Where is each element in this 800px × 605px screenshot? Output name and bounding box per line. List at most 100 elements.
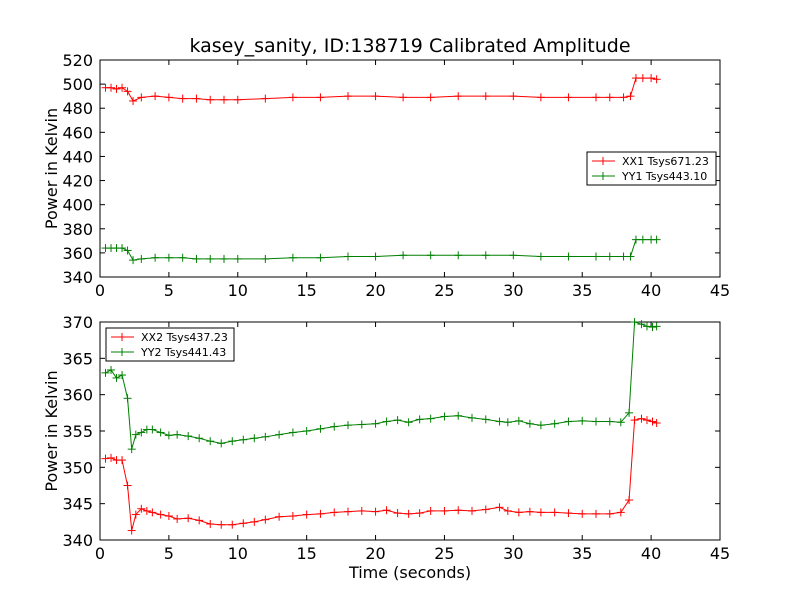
panel-2-series-1-point	[330, 508, 339, 517]
panel-1-series-2-point	[206, 254, 215, 263]
panel-2-series-2-point	[652, 322, 661, 331]
panel-1-x-tick-label: 25	[434, 281, 454, 300]
panel-2-series-1-point	[514, 508, 523, 517]
panel-2-series-2-point	[137, 428, 146, 437]
panel-1-y-tick-label: 500	[62, 75, 93, 94]
panel-2-series-1-point	[275, 512, 284, 521]
panel-2-legend-entry: XX2 Tsys437.23	[111, 331, 228, 344]
panel-2-series-2-point	[616, 418, 625, 427]
panel-2-series-1-point	[382, 506, 391, 515]
panel-2-series-1-point	[344, 507, 352, 516]
panel-1-x-tick-label: 20	[365, 281, 385, 300]
panel-2-series-2-point	[564, 417, 573, 426]
panel-1-series-1-point	[233, 95, 242, 104]
panel-1-legend: XX1 Tsys671.23 YY1 Tsys443.10	[586, 151, 717, 186]
panel-1-series-2-point	[118, 244, 127, 253]
panel-2-x-tick-label: 25	[434, 544, 454, 563]
panel-2-series-2-point	[107, 365, 116, 374]
panel-2-y-axis-label: Power in Kelvin	[42, 370, 61, 491]
panel-2-series-1-point	[468, 506, 476, 515]
panel-1-y-tick-label: 440	[62, 147, 93, 166]
panel-1-series-1-point	[454, 92, 463, 101]
panel-1-series-2-point	[220, 254, 228, 263]
panel-2-series-2-point	[454, 411, 463, 420]
panel-2: 0 5 10 15 20 25 30 35 40 45 340 345 350 355 360 365 370 T…	[42, 313, 730, 582]
panel-1-series-1-point	[371, 92, 380, 101]
panel-1-series-1-point	[137, 93, 146, 102]
panel-2-x-tick-label: 15	[296, 544, 316, 563]
panel-2-series-2-point	[514, 416, 523, 425]
panel-2-series-1-point	[393, 509, 402, 518]
panel-2-series-2-point	[503, 418, 512, 427]
panel-1-series-2-point	[164, 253, 173, 262]
panel-1-x-tick-label: 5	[164, 281, 174, 300]
panel-2-series-2-point	[195, 434, 204, 443]
panel-1-series-1-point	[206, 95, 215, 104]
panel-2-series-2-point	[536, 421, 545, 430]
panel-2-x-tick-label: 30	[503, 544, 523, 563]
panel-1-series-2-point	[178, 253, 187, 262]
panel-2-series-2-point	[344, 421, 352, 430]
panel-1-series-1-point	[619, 93, 628, 102]
panel-2-series-2-point	[217, 439, 226, 448]
panel-2-legend: XX2 Tsys437.23 YY2 Tsys441.43	[105, 327, 235, 362]
panel-1-x-tick-label: 45	[710, 281, 730, 300]
panel-1-series-2-point	[316, 253, 325, 262]
panel-2-series-2-point	[261, 432, 270, 441]
panel-2-series-1-point	[648, 417, 657, 426]
panel-2-series-2-point	[592, 417, 600, 426]
panel-1-series-2-point	[592, 252, 600, 261]
panel-1-series-1-point	[481, 92, 490, 101]
panel-2-x-tick-label: 10	[228, 544, 248, 563]
panel-1-series-1-point	[151, 92, 160, 101]
panel-2-series-1-point	[415, 509, 424, 518]
panel-1-legend-entry: XX1 Tsys671.23	[592, 155, 709, 168]
panel-2-x-tick-label: 35	[572, 544, 592, 563]
panel-1-series-2-point	[192, 254, 201, 263]
panel-2-y-tick-label: 340	[62, 531, 93, 550]
panel-1-y-tick-label: 460	[62, 123, 93, 142]
panel-1-series-2-point	[129, 256, 138, 265]
panel-2-x-tick-label: 40	[641, 544, 661, 563]
panel-1-y-tick-label: 360	[62, 244, 93, 263]
panel-2-series-1-point	[316, 509, 325, 518]
panel-2-series-2-point	[648, 323, 657, 332]
panel-2-series-2-point	[302, 427, 311, 435]
panel-2-series-1-point	[195, 516, 204, 525]
panel-2-series-1-point	[142, 506, 151, 515]
panel-1-series-1-point	[638, 74, 647, 83]
panel-2-series-1-point	[536, 508, 545, 517]
panel-2-series-2-point	[481, 415, 490, 424]
panel-2-series-1-point	[564, 509, 573, 518]
panel-1-series-1-point	[220, 95, 228, 104]
panel-2-series-2-point	[404, 418, 413, 427]
panel-1-series-2-point	[399, 251, 408, 260]
panel-1-series-2	[101, 235, 661, 265]
panel-2-legend-entry: YY2 Tsys441.43	[111, 346, 226, 359]
panel-2-x-tick-label: 5	[164, 544, 174, 563]
panel-2-series-1-point	[503, 506, 512, 515]
panel-2-series-2-point	[393, 416, 402, 425]
panel-1-x-tick-label: 40	[641, 281, 661, 300]
panel-2-y-tick-label: 350	[62, 458, 93, 477]
panel-1-series-1-point	[509, 92, 518, 101]
panel-2-series-1-point	[131, 510, 140, 519]
panel-1-series-1-point	[647, 74, 656, 83]
panel-1-series-1-line	[105, 77, 657, 102]
panel-2-series-1-point	[592, 509, 600, 518]
panel-1: 0 5 10 15 20 25 30 35 40 45 340 360 380 400 420 440 460 4…	[42, 35, 730, 300]
panel-2-series-1-point	[652, 419, 661, 428]
panel-1-series-1-point	[164, 93, 173, 102]
panel-2-series-1-point	[357, 506, 366, 515]
panel-2-series-2	[101, 318, 661, 454]
panel-1-series-2-point	[344, 252, 352, 261]
panel-2-y-tick-label: 360	[62, 386, 93, 405]
panel-2-x-axis-label: Time (seconds)	[348, 563, 471, 582]
panel-2-series-2-point	[605, 417, 614, 426]
panel-2-series-1-point	[217, 520, 226, 529]
panel-1-series-2-point	[288, 253, 297, 262]
panel-2-series-2-point	[206, 437, 215, 446]
panel-2-series-1-point	[642, 416, 651, 425]
panel-2-series-1-point	[173, 514, 182, 523]
